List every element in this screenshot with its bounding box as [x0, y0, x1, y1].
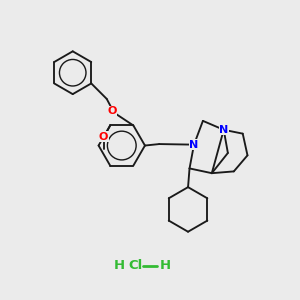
- Text: H: H: [114, 260, 125, 272]
- Text: O: O: [99, 132, 108, 142]
- Text: N: N: [219, 125, 228, 135]
- Text: Cl: Cl: [128, 260, 142, 272]
- Text: N: N: [189, 140, 199, 150]
- Text: H: H: [159, 260, 170, 272]
- Text: O: O: [107, 106, 117, 116]
